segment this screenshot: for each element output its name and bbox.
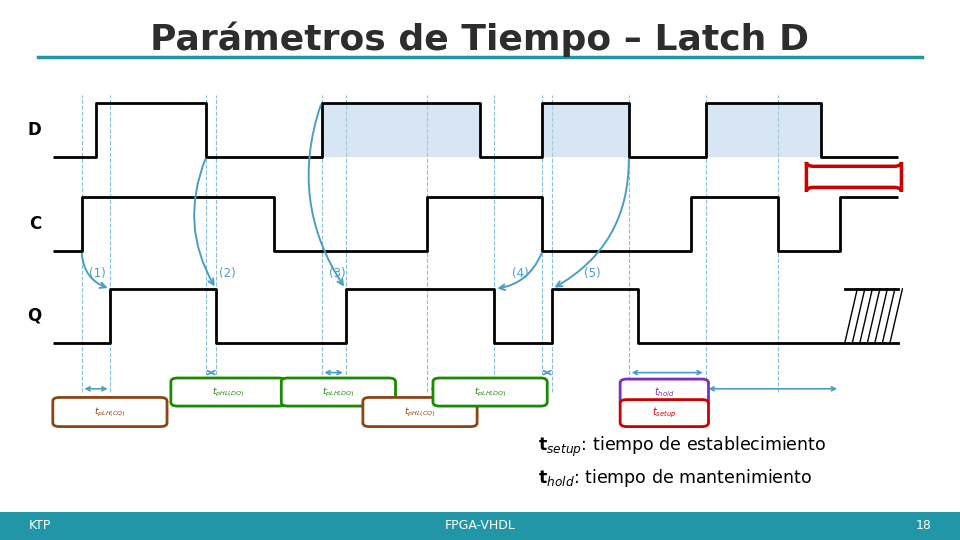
Bar: [0, 512, 960, 540]
Text: $t_{pLH(DQ)}$: $t_{pLH(DQ)}$: [474, 386, 506, 399]
Text: $\mathbf{t}_{setup}$: tiempo de establecimiento: $\mathbf{t}_{setup}$: tiempo de establec…: [538, 435, 826, 459]
Text: $t_{pHL(CQ)}$: $t_{pHL(CQ)}$: [404, 406, 436, 419]
Text: D: D: [28, 120, 41, 139]
FancyBboxPatch shape: [620, 379, 708, 406]
Text: 18: 18: [915, 519, 931, 532]
Text: (4): (4): [512, 267, 528, 280]
Text: FPGA-VHDL: FPGA-VHDL: [444, 519, 516, 532]
Text: $t_{pLH(DQ)}$: $t_{pLH(DQ)}$: [323, 386, 354, 399]
Bar: [706, 103, 821, 157]
FancyBboxPatch shape: [433, 378, 547, 406]
Text: C: C: [29, 215, 41, 233]
Text: Parámetros de Tiempo – Latch D: Parámetros de Tiempo – Latch D: [151, 22, 809, 57]
Text: $\mathbf{t}_{hold}$: tiempo de mantenimiento: $\mathbf{t}_{hold}$: tiempo de mantenimi…: [538, 467, 812, 489]
FancyBboxPatch shape: [53, 397, 167, 427]
Bar: [322, 103, 480, 157]
Text: (1): (1): [89, 267, 106, 280]
Text: (3): (3): [329, 267, 346, 280]
FancyBboxPatch shape: [171, 378, 285, 406]
Text: $t_{pLH(CQ)}$: $t_{pLH(CQ)}$: [94, 406, 126, 419]
FancyBboxPatch shape: [281, 378, 396, 406]
Text: $t_{pHL(DQ)}$: $t_{pHL(DQ)}$: [212, 386, 244, 399]
Text: $t_{hold}$: $t_{hold}$: [654, 386, 675, 400]
Text: Q: Q: [27, 307, 41, 325]
FancyBboxPatch shape: [363, 397, 477, 427]
FancyBboxPatch shape: [620, 400, 708, 427]
Text: (5): (5): [584, 267, 600, 280]
Text: $t_{setup}$: $t_{setup}$: [652, 406, 677, 420]
Text: (2): (2): [219, 267, 235, 280]
Bar: [542, 103, 629, 157]
Text: KTP: KTP: [29, 519, 51, 532]
